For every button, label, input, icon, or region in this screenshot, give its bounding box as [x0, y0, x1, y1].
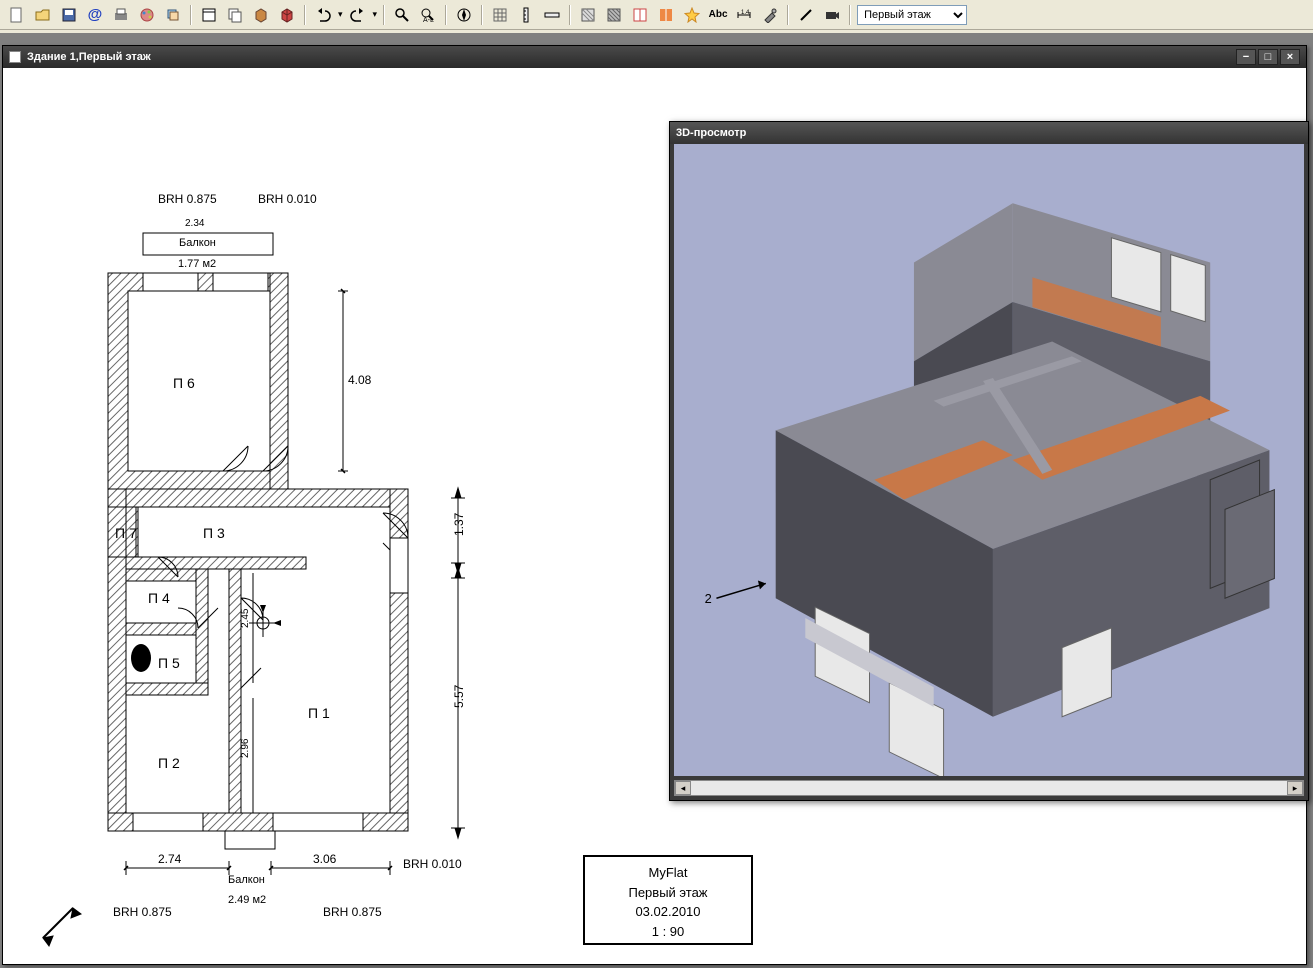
- tools-icon[interactable]: [759, 4, 781, 26]
- svg-text:A-L: A-L: [423, 17, 434, 23]
- svg-text:2.34: 2.34: [185, 218, 205, 229]
- svg-text:BRH 0.875: BRH 0.875: [113, 905, 172, 919]
- palette-icon[interactable]: [136, 4, 158, 26]
- floor-select[interactable]: Первый этаж: [857, 5, 967, 25]
- brh-top-right-label: BRH 0.010: [258, 192, 317, 206]
- svg-text:2.45: 2.45: [240, 608, 251, 628]
- room-p3-label: П 3: [203, 525, 225, 541]
- room-p6-label: П 6: [173, 375, 195, 391]
- ruler-h-icon[interactable]: [541, 4, 563, 26]
- room-p7-label: П 7: [115, 525, 137, 541]
- slash-icon[interactable]: [795, 4, 817, 26]
- svg-text:2: 2: [705, 591, 712, 606]
- save-icon[interactable]: [58, 4, 80, 26]
- ruler-v-icon[interactable]: [515, 4, 537, 26]
- close-button[interactable]: ×: [1280, 49, 1300, 65]
- svg-text:2.49 м2: 2.49 м2: [228, 894, 266, 906]
- window-2d-titlebar[interactable]: Здание 1,Первый этаж − □ ×: [3, 46, 1306, 68]
- svg-text:3.06: 3.06: [313, 852, 337, 866]
- redo-icon[interactable]: [347, 4, 369, 26]
- title-block-scale: 1 : 90: [585, 922, 751, 942]
- window-3d-preview: 3D-просмотр: [669, 121, 1309, 801]
- stack-icon[interactable]: [162, 4, 184, 26]
- minimize-button[interactable]: −: [1236, 49, 1256, 65]
- window-2d-title: Здание 1,Первый этаж: [27, 51, 151, 63]
- compass-icon[interactable]: [453, 4, 475, 26]
- svg-text:5.57: 5.57: [452, 684, 466, 708]
- window-3d-title: 3D-просмотр: [676, 127, 746, 139]
- title-block: MyFlat Первый этаж 03.02.2010 1 : 90: [583, 855, 753, 945]
- mdi-area: Здание 1,Первый этаж − □ ×: [0, 33, 1313, 968]
- open-icon[interactable]: [32, 4, 54, 26]
- scroll-right-button[interactable]: ▸: [1287, 781, 1303, 795]
- zoom-search-icon[interactable]: A-L: [417, 4, 439, 26]
- camera-icon[interactable]: [821, 4, 843, 26]
- box3d-icon[interactable]: [276, 4, 298, 26]
- brh-top-left-label: BRH 0.875: [158, 192, 217, 206]
- window-3d-titlebar[interactable]: 3D-просмотр: [670, 122, 1308, 144]
- svg-text:4.08: 4.08: [348, 373, 372, 387]
- room-p4-label: П 4: [148, 590, 170, 606]
- svg-text:BRH 0.875: BRH 0.875: [323, 905, 382, 919]
- star-icon[interactable]: [681, 4, 703, 26]
- scrollbar-3d[interactable]: ◂ ▸: [674, 780, 1304, 796]
- balcony-top-label: Балкон: [179, 237, 216, 249]
- undo-icon[interactable]: [312, 4, 334, 26]
- maximize-button[interactable]: □: [1258, 49, 1278, 65]
- svg-text:1.4: 1.4: [741, 10, 750, 16]
- room-p5-label: П 5: [158, 655, 180, 671]
- grid-icon[interactable]: [489, 4, 511, 26]
- window-icon: [9, 51, 21, 63]
- redflag-icon[interactable]: [655, 4, 677, 26]
- title-block-date: 03.02.2010: [585, 902, 751, 922]
- shade2-icon[interactable]: [603, 4, 625, 26]
- new-icon[interactable]: [6, 4, 28, 26]
- balcony-top-area: 1.77 м2: [178, 258, 216, 270]
- box-icon[interactable]: [250, 4, 272, 26]
- svg-text:BRH 0.010: BRH 0.010: [403, 857, 462, 871]
- print-icon[interactable]: [110, 4, 132, 26]
- scroll-left-button[interactable]: ◂: [675, 781, 691, 795]
- text-abc-icon[interactable]: Abc: [707, 4, 729, 26]
- room-p1-label: П 1: [308, 705, 330, 721]
- window-icon[interactable]: [198, 4, 220, 26]
- svg-text:2.74: 2.74: [158, 852, 182, 866]
- copy-icon[interactable]: [224, 4, 246, 26]
- svg-text:Балкон: Балкон: [228, 874, 265, 886]
- room-p2-label: П 2: [158, 755, 180, 771]
- title-block-project: MyFlat: [585, 863, 751, 883]
- layers-icon[interactable]: [629, 4, 651, 26]
- svg-text:2.96: 2.96: [240, 738, 251, 758]
- title-block-floor: Первый этаж: [585, 883, 751, 903]
- svg-text:1.37: 1.37: [452, 512, 466, 536]
- viewport-3d[interactable]: 2: [674, 144, 1304, 776]
- main-toolbar: @ ▾ ▾ A-L Abc 1.4 Первый этаж: [0, 0, 1313, 30]
- zoom-icon[interactable]: [391, 4, 413, 26]
- dim-icon[interactable]: 1.4: [733, 4, 755, 26]
- at-icon[interactable]: @: [84, 4, 106, 26]
- shade1-icon[interactable]: [577, 4, 599, 26]
